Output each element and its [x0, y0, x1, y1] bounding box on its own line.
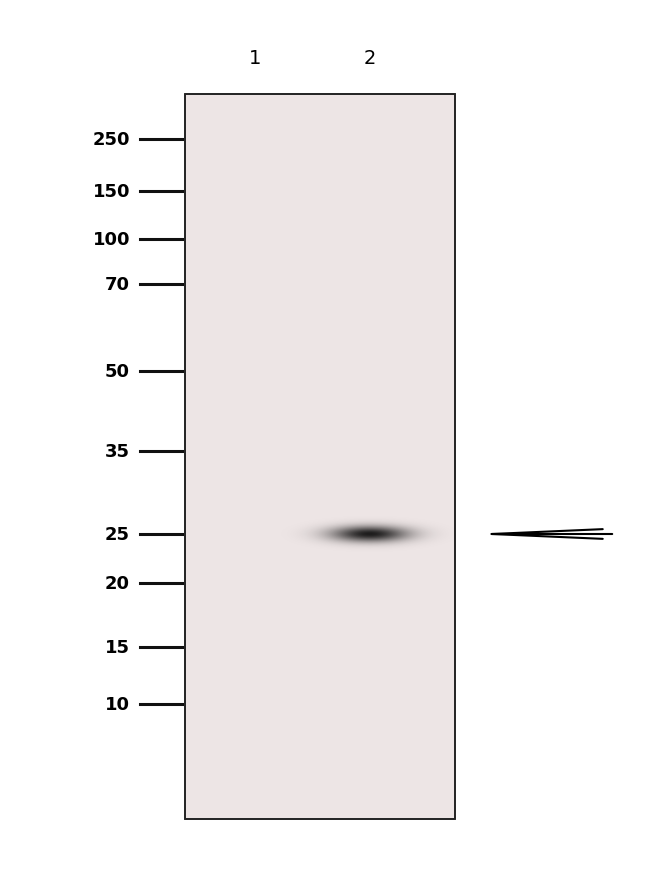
Text: 150: 150: [92, 182, 130, 201]
Text: 100: 100: [92, 231, 130, 249]
Bar: [185, 95, 455, 819]
Text: 50: 50: [105, 362, 130, 381]
Bar: [185, 95, 455, 819]
Text: 2: 2: [364, 49, 376, 68]
Text: 25: 25: [105, 526, 130, 543]
Text: 10: 10: [105, 695, 130, 713]
Text: 250: 250: [92, 131, 130, 149]
Text: 1: 1: [249, 49, 261, 68]
Text: 15: 15: [105, 638, 130, 656]
Text: 20: 20: [105, 574, 130, 593]
Text: 35: 35: [105, 442, 130, 461]
Text: 70: 70: [105, 275, 130, 294]
